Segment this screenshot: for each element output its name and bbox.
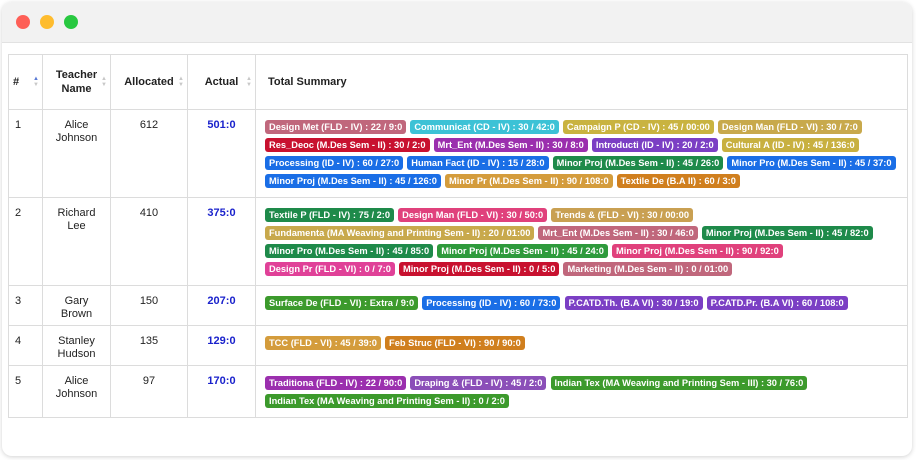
course-badge: P.CATD.Pr. (B.A VI) : 60 / 108:0 [706,296,848,310]
maximize-button[interactable] [64,15,78,29]
header-row: # ▲ ▼ Teacher Name ▲ ▼ Allocated ▲ ▼ Actual ▲ ▼ Tota… [8,54,908,110]
course-badge: Minor Proj (M.Des Sem - II) : 45 / 26:0 [552,156,724,170]
course-badge: Fundamenta (MA Weaving and Printing Sem … [265,226,535,240]
course-badge: Minor Proj (M.Des Sem - II) : 90 / 92:0 [612,244,783,258]
course-badge: Minor Pro (M.Des Sem - II) : 45 / 37:0 [727,156,896,170]
allocated-hours: 612 [110,109,188,198]
column-header-text: Teacher Name [55,69,98,95]
minimize-button[interactable] [40,15,54,29]
course-badge: Textile De (B.A II) : 60 / 3:0 [616,174,740,188]
summary-cell: Textile P (FLD - IV) : 75 / 2:0 Design M… [255,197,908,286]
course-badge: Mrt_Ent (M.Des Sem - II) : 30 / 46:0 [538,226,698,240]
course-badge: Processing (ID - IV) : 60 / 27:0 [265,156,404,170]
column-header[interactable]: Total Summary [255,54,908,110]
course-badge: Minor Proj (M.Des Sem - II) : 45 / 126:0 [265,174,441,188]
course-badge: Processing (ID - IV) : 60 / 73:0 [422,296,561,310]
course-badge: Draping & (FLD - IV) : 45 / 2:0 [410,376,547,390]
table-row: 2 Richard Lee 410 375:0 Textile P (FLD - IV)… [8,197,908,286]
course-badge: Mrt_Ent (M.Des Sem - II) : 30 / 8:0 [433,138,588,152]
actual-hours: 375:0 [187,197,256,286]
column-header-text: # [13,76,20,88]
course-badge: Design Man (FLD - VI) : 30 / 50:0 [398,208,548,222]
column-header[interactable]: # ▲ ▼ [8,54,43,110]
column-header-text: Total Summary [268,76,347,88]
course-badge: P.CATD.Th. (B.A VI) : 30 / 19:0 [564,296,703,310]
actual-hours: 170:0 [187,365,256,418]
close-button[interactable] [16,15,30,29]
teacher-name: Alice Johnson [42,365,111,418]
row-number: 4 [8,325,43,366]
course-badge: Textile P (FLD - IV) : 75 / 2:0 [265,208,395,222]
table-container: # ▲ ▼ Teacher Name ▲ ▼ Allocated ▲ ▼ Actual ▲ ▼ Tota… [8,54,908,418]
teacher-name: Richard Lee [42,197,111,286]
title-bar [2,2,912,43]
course-badge: Design Man (FLD - VI) : 30 / 7:0 [717,120,862,134]
table-body: 1 Alice Johnson 612 501:0 Design Met (FLD - … [8,109,908,418]
sort-icon: ▲ ▼ [246,76,252,88]
course-badge: Traditiona (FLD - IV) : 22 / 90:0 [265,376,407,390]
teacher-name: Stanley Hudson [42,325,111,366]
table-row: 3 Gary Brown 150 207:0 Surface De (FLD - VI)… [8,285,908,326]
row-number: 3 [8,285,43,326]
teacher-name: Gary Brown [42,285,111,326]
course-badge: Marketing (M.Des Sem - II) : 0 / 01:00 [563,262,733,276]
actual-hours: 207:0 [187,285,256,326]
course-badge: Human Fact (ID - IV) : 15 / 28:0 [407,156,549,170]
sort-icon: ▲ ▼ [178,76,184,88]
course-badge: Campaign P (CD - IV) : 45 / 00:00 [562,120,714,134]
table-row: 5 Alice Johnson 97 170:0 Traditiona (FLD - I… [8,365,908,418]
course-badge: Surface De (FLD - VI) : Extra / 9:0 [265,296,419,310]
course-badge: TCC (FLD - VI) : 45 / 39:0 [265,336,381,350]
allocated-hours: 97 [110,365,188,418]
course-badge: Minor Pr (M.Des Sem - II) : 90 / 108:0 [444,174,613,188]
actual-hours: 129:0 [187,325,256,366]
column-header[interactable]: Teacher Name ▲ ▼ [42,54,111,110]
table-row: 1 Alice Johnson 612 501:0 Design Met (FLD - … [8,109,908,198]
allocated-hours: 410 [110,197,188,286]
course-badge: Cultural A (ID - IV) : 45 / 136:0 [721,138,859,152]
course-badge: Minor Pro (M.Des Sem - II) : 45 / 85:0 [265,244,434,258]
course-badge: Indian Tex (MA Weaving and Printing Sem … [550,376,808,390]
course-badge: Indian Tex (MA Weaving and Printing Sem … [265,394,509,408]
summary-cell: TCC (FLD - VI) : 45 / 39:0 Feb Struc (FL… [255,325,908,366]
course-badge: Feb Struc (FLD - VI) : 90 / 90:0 [385,336,525,350]
course-badge: Design Pr (FLD - VI) : 0 / 7:0 [265,262,395,276]
course-badge: Minor Proj (M.Des Sem - II) : 45 / 82:0 [701,226,873,240]
actual-hours: 501:0 [187,109,256,198]
column-header-text: Allocated [124,76,174,88]
sort-icon: ▲ ▼ [33,76,39,88]
summary-cell: Surface De (FLD - VI) : Extra / 9:0 Proc… [255,285,908,326]
row-number: 2 [8,197,43,286]
row-number: 1 [8,109,43,198]
row-number: 5 [8,365,43,418]
course-badge: Introducti (ID - IV) : 20 / 2:0 [591,138,718,152]
table-row: 4 Stanley Hudson 135 129:0 TCC (FLD - VI) : … [8,325,908,366]
summary-cell: Design Met (FLD - IV) : 22 / 9:0 Communi… [255,109,908,198]
course-badge: Trends & (FLD - VI) : 30 / 00:00 [551,208,694,222]
teacher-name: Alice Johnson [42,109,111,198]
course-badge: Res_Deoc (M.Des Sem - II) : 30 / 2:0 [265,138,430,152]
summary-cell: Traditiona (FLD - IV) : 22 / 90:0 Drapin… [255,365,908,418]
column-header[interactable]: Actual ▲ ▼ [187,54,256,110]
column-header-text: Actual [204,76,239,88]
sort-icon: ▲ ▼ [101,76,107,88]
allocated-hours: 150 [110,285,188,326]
allocated-hours: 135 [110,325,188,366]
course-badge: Minor Proj (M.Des Sem - II) : 0 / 5:0 [398,262,560,276]
column-header[interactable]: Allocated ▲ ▼ [110,54,188,110]
summary-table: # ▲ ▼ Teacher Name ▲ ▼ Allocated ▲ ▼ Actual ▲ ▼ Tota… [8,54,908,418]
course-badge: Communicat (CD - IV) : 30 / 42:0 [410,120,559,134]
course-badge: Minor Proj (M.Des Sem - II) : 45 / 24:0 [437,244,608,258]
course-badge: Design Met (FLD - IV) : 22 / 9:0 [265,120,407,134]
